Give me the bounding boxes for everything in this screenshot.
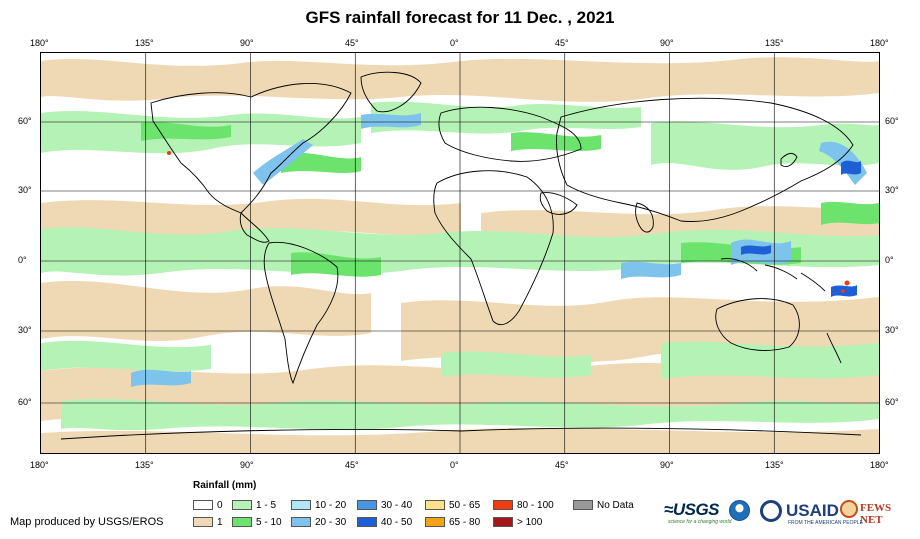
legend-item: 20 - 30 [291, 517, 346, 529]
north-america [150, 83, 352, 214]
legend-item: 1 [193, 517, 223, 529]
usgs-logo: ≈USGS [664, 500, 720, 519]
legend-swatch [193, 500, 213, 511]
lat-tick-left: 60° [18, 397, 32, 407]
fews-logo-icon [840, 500, 858, 518]
map-title: GFS rainfall forecast for 11 Dec. , 2021 [305, 8, 615, 27]
legend-swatch [425, 517, 445, 528]
lon-tick-bottom: 135° [765, 460, 784, 470]
fews-logo: FEWS NET [860, 502, 892, 526]
rainfall-5-10mm-areas [141, 122, 879, 277]
rainfall-80-100mm-areas [167, 151, 850, 293]
legend-item: No Data [573, 500, 634, 512]
legend-label: 0 [217, 500, 223, 511]
legend-label: 1 [217, 517, 223, 528]
lat-tick-right: 30° [885, 325, 899, 335]
greenland [360, 71, 422, 113]
lat-tick-right: 30° [885, 185, 899, 195]
legend-swatch [493, 500, 513, 511]
africa [433, 170, 554, 325]
lon-tick-bottom: 90° [240, 460, 254, 470]
map-canvas [41, 53, 879, 453]
legend-item: 50 - 65 [425, 500, 480, 512]
lat-tick-right: 60° [885, 397, 899, 407]
legend-label: 30 - 40 [381, 500, 413, 511]
lat-tick-left: 30° [18, 185, 32, 195]
lon-tick-top: 180° [30, 38, 49, 48]
new-zealand [826, 332, 842, 364]
legend-item: 30 - 40 [357, 500, 412, 512]
coastlines [60, 71, 862, 440]
legend-item: 1 - 5 [232, 500, 276, 512]
legend-swatch [357, 500, 377, 511]
credit-text: Map produced by USGS/EROS [10, 516, 164, 528]
lon-tick-bottom: 45° [555, 460, 569, 470]
legend-label: 10 - 20 [315, 500, 347, 511]
lon-tick-bottom: 135° [135, 460, 154, 470]
south-america [263, 241, 339, 385]
legend-item: 80 - 100 [493, 500, 554, 512]
central-america [239, 212, 270, 243]
legend-label: 80 - 100 [517, 500, 554, 511]
legend-swatch [493, 517, 513, 528]
asia [556, 97, 854, 222]
lon-tick-top: 90° [660, 38, 674, 48]
noaa-logo-icon [729, 500, 750, 521]
legend-label: 50 - 65 [449, 500, 481, 511]
lon-tick-top: 135° [765, 38, 784, 48]
legend-swatch [425, 500, 445, 511]
legend-swatch [193, 517, 213, 528]
legend-item: 10 - 20 [291, 500, 346, 512]
lat-tick-left: 60° [18, 116, 32, 126]
lat-tick-left: 30° [18, 325, 32, 335]
lon-tick-top: 180° [870, 38, 889, 48]
legend-label: 1 - 5 [256, 500, 277, 511]
graticule [41, 53, 879, 453]
lon-tick-top: 0° [450, 38, 459, 48]
lon-tick-bottom: 45° [345, 460, 359, 470]
rainfall-map [40, 52, 880, 454]
antarctica [60, 427, 862, 440]
lon-tick-bottom: 0° [450, 460, 459, 470]
lon-tick-top: 90° [240, 38, 254, 48]
lon-tick-bottom: 180° [30, 460, 49, 470]
legend-label: 5 - 10 [256, 517, 282, 528]
lat-tick-right: 60° [885, 116, 899, 126]
arabia [539, 192, 578, 215]
legend-title: Rainfall (mm) [193, 480, 257, 491]
usaid-seal-icon [760, 500, 782, 522]
legend-item: 5 - 10 [232, 517, 282, 529]
legend-item: 0 [193, 500, 223, 512]
legend-item: 65 - 80 [425, 517, 480, 529]
legend-label: 20 - 30 [315, 517, 347, 528]
legend-label: 65 - 80 [449, 517, 481, 528]
lon-tick-top: 45° [555, 38, 569, 48]
lon-tick-top: 135° [135, 38, 154, 48]
legend-item: 40 - 50 [357, 517, 412, 529]
legend-swatch [291, 500, 311, 511]
legend-swatch [232, 517, 252, 528]
legend-label: 40 - 50 [381, 517, 413, 528]
usaid-tagline: FROM THE AMERICAN PEOPLE [788, 520, 863, 526]
japan [780, 152, 798, 168]
legend-swatch [232, 500, 252, 511]
india [635, 202, 654, 233]
legend-label: No Data [597, 500, 634, 511]
lat-tick-right: 0° [885, 255, 894, 265]
usaid-logo: USAID [786, 501, 839, 520]
legend-swatch [357, 517, 377, 528]
lat-tick-left: 0° [18, 255, 27, 265]
lon-tick-bottom: 180° [870, 460, 889, 470]
usgs-tagline: science for a changing world [668, 519, 732, 525]
legend-swatch [573, 500, 593, 511]
australia [715, 298, 800, 351]
europe [438, 106, 582, 162]
lon-tick-bottom: 90° [660, 460, 674, 470]
legend-item: > 100 [493, 517, 542, 529]
legend-swatch [291, 517, 311, 528]
logos: ≈USGS science for a changing world USAID… [660, 498, 915, 530]
legend-label: > 100 [517, 517, 543, 528]
lon-tick-top: 45° [345, 38, 359, 48]
